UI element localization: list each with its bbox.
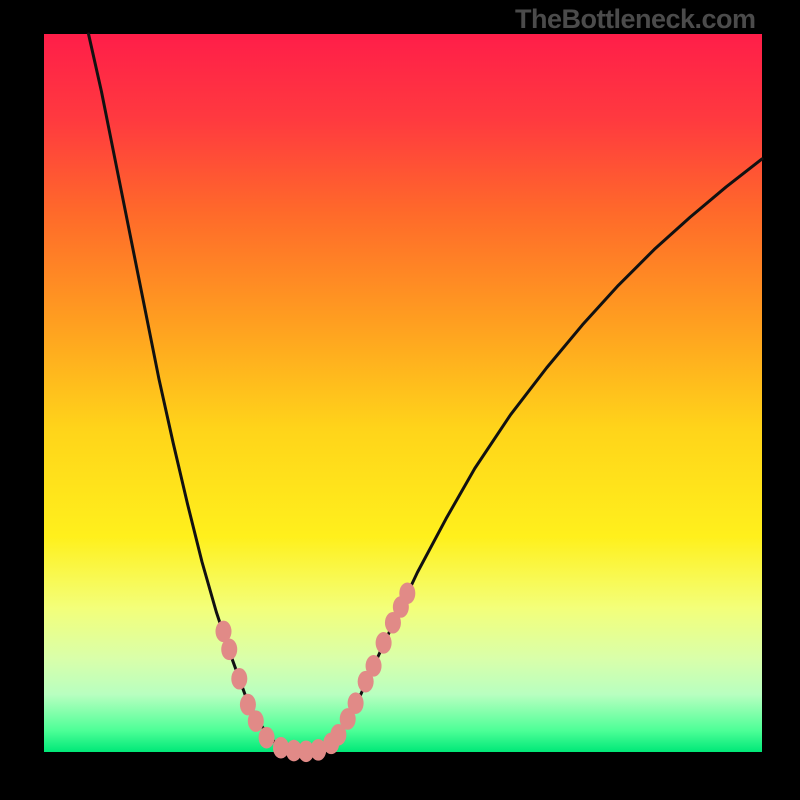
marker-point (221, 639, 237, 661)
marker-point (259, 727, 275, 749)
watermark-text: TheBottleneck.com (515, 4, 756, 35)
plot-area (44, 34, 762, 752)
marker-point (248, 710, 264, 732)
chart-root: TheBottleneck.com (0, 0, 800, 800)
marker-point (231, 668, 247, 690)
marker-point (366, 655, 382, 677)
chart-svg (0, 0, 800, 800)
marker-point (348, 692, 364, 714)
marker-point (399, 583, 415, 605)
marker-point (376, 632, 392, 654)
